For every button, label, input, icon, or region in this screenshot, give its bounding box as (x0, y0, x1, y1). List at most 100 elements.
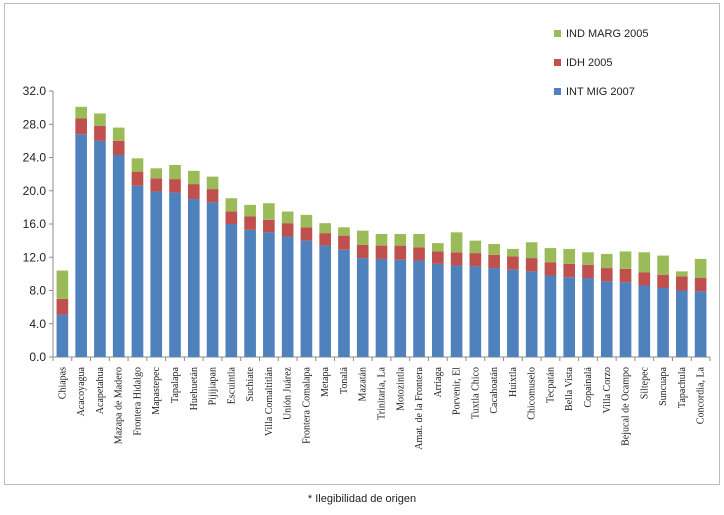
bar-segment-int-mig-2007 (300, 240, 313, 357)
bar-segment-idh-2005 (507, 256, 519, 270)
stacked-bar-chart: 0.0 4.0 8.0 12.0 16.0 20.0 24.0 28.0 32.0 Chiapa… (23, 28, 711, 450)
bar-segment-idh-2005 (638, 272, 651, 286)
chart-frame: 0.0 4.0 8.0 12.0 16.0 20.0 24.0 28.0 32.0 Chiapa… (4, 3, 720, 485)
bar-segment-int-mig-2007 (619, 282, 632, 357)
bar-segment-int-mig-2007 (431, 263, 444, 357)
axes: 0.0 4.0 8.0 12.0 16.0 20.0 24.0 28.0 32.0 (23, 84, 711, 364)
legend-swatch (554, 88, 561, 95)
bar-segment-idh-2005 (676, 276, 688, 291)
bar-segment-int-mig-2007 (131, 185, 144, 357)
bar-segment-int-mig-2007 (394, 259, 407, 357)
bar-segment-int-mig-2007 (638, 285, 651, 357)
category-label: Mazapa de Madero (114, 367, 125, 444)
bar-segment-int-mig-2007 (356, 258, 369, 357)
bar-segment-idh-2005 (206, 189, 219, 203)
bar-segment-int-mig-2007 (225, 224, 238, 357)
category-label: Metapa (320, 366, 331, 397)
category-label: Pijijiapan (208, 367, 219, 405)
bar-segment-idh-2005 (356, 244, 369, 259)
bar-segment-idh-2005 (619, 268, 632, 283)
category-label: Tuxtla Chico (470, 367, 481, 419)
bar-segment-int-mig-2007 (244, 229, 256, 357)
category-label: Copainalá (583, 366, 594, 407)
bar-segment-idh-2005 (169, 179, 181, 193)
bar-segment-int-mig-2007 (375, 258, 388, 357)
bar-segment-ind-marg-2005 (281, 211, 294, 224)
bar-segment-idh-2005 (300, 227, 313, 241)
bar-segment-ind-marg-2005 (244, 204, 256, 217)
bar-segment-idh-2005 (263, 219, 275, 233)
bar-segment-int-mig-2007 (150, 191, 163, 357)
bar-segment-ind-marg-2005 (413, 233, 425, 248)
category-label: Siltepec (639, 366, 650, 399)
bar-segment-idh-2005 (525, 258, 538, 272)
legend-label: INT MIG 2007 (566, 86, 635, 98)
bar-segment-idh-2005 (694, 278, 707, 292)
bar-segment-int-mig-2007 (187, 199, 200, 357)
bar-segment-idh-2005 (375, 245, 388, 259)
y-tick-label: 8.0 (29, 284, 46, 298)
bar-segment-int-mig-2007 (450, 265, 463, 357)
category-label: Villa Corzo (602, 367, 613, 413)
y-tick-label: 20.0 (23, 184, 47, 198)
bar-segment-idh-2005 (394, 245, 407, 260)
category-label: Arriaga (433, 366, 444, 397)
bar-segment-ind-marg-2005 (263, 203, 275, 220)
bar-segment-idh-2005 (187, 184, 200, 200)
bar-segment-ind-marg-2005 (563, 248, 576, 264)
bar-segment-int-mig-2007 (94, 140, 106, 357)
bar-segment-ind-marg-2005 (94, 113, 106, 126)
bar-segment-idh-2005 (563, 263, 576, 278)
y-tick-label: 16.0 (23, 217, 47, 231)
bar-segment-idh-2005 (488, 254, 500, 269)
bar-segment-ind-marg-2005 (488, 243, 500, 255)
category-label: Huixtla (508, 366, 519, 397)
bar-segment-ind-marg-2005 (338, 227, 350, 236)
bar-segment-idh-2005 (281, 223, 294, 237)
bar-segment-idh-2005 (544, 262, 557, 276)
bar-segment-ind-marg-2005 (75, 106, 87, 119)
bar-segment-ind-marg-2005 (676, 271, 688, 277)
category-label: Villa Comaltitlán (264, 367, 275, 436)
footnote: * Ilegibilidad de origen (307, 493, 417, 505)
bar-segment-int-mig-2007 (676, 290, 688, 357)
category-label: Frontera Hidalgo (132, 367, 143, 436)
category-label: Chiapas (57, 367, 68, 399)
bar-segment-int-mig-2007 (563, 277, 576, 357)
bar-segment-int-mig-2007 (413, 260, 425, 357)
bar-segment-idh-2005 (450, 252, 463, 266)
bar-segment-idh-2005 (225, 211, 238, 224)
bar-segment-ind-marg-2005 (206, 176, 219, 190)
bar-segment-idh-2005 (112, 140, 125, 156)
bar-segment-ind-marg-2005 (544, 248, 557, 263)
bar-segment-ind-marg-2005 (582, 252, 594, 265)
bar-segment-int-mig-2007 (507, 269, 519, 357)
category-label: Bejucal de Ocampo (621, 367, 632, 446)
bar-segment-ind-marg-2005 (600, 253, 613, 269)
bar-segment-ind-marg-2005 (375, 233, 388, 246)
bar-segment-int-mig-2007 (263, 232, 275, 357)
bar-segment-int-mig-2007 (694, 291, 707, 357)
bar-segment-int-mig-2007 (600, 281, 613, 357)
bar-segment-int-mig-2007 (56, 314, 69, 357)
category-label: Acacoyagua (76, 366, 87, 416)
bar-segment-int-mig-2007 (469, 266, 482, 357)
category-label: Tonalá (339, 366, 350, 394)
bar-segment-idh-2005 (469, 253, 482, 267)
legend-label: IND MARG 2005 (566, 28, 649, 40)
legend-swatch (554, 30, 561, 37)
bar-segment-idh-2005 (56, 298, 69, 315)
category-label: Suchiate (245, 366, 256, 401)
category-label: Bella Vista (564, 366, 575, 410)
bar-segment-ind-marg-2005 (225, 198, 238, 212)
bar-segment-int-mig-2007 (488, 268, 500, 357)
bar-segment-idh-2005 (131, 171, 144, 186)
bar-segment-ind-marg-2005 (450, 232, 463, 253)
bar-segment-int-mig-2007 (169, 192, 181, 357)
category-label: Tapalapa (170, 366, 181, 403)
category-label: Escuintla (226, 366, 237, 404)
bar-segment-ind-marg-2005 (112, 127, 125, 141)
y-tick-label: 24.0 (23, 151, 47, 165)
bar-segment-ind-marg-2005 (619, 251, 632, 269)
category-label: Mazatán (358, 367, 369, 401)
